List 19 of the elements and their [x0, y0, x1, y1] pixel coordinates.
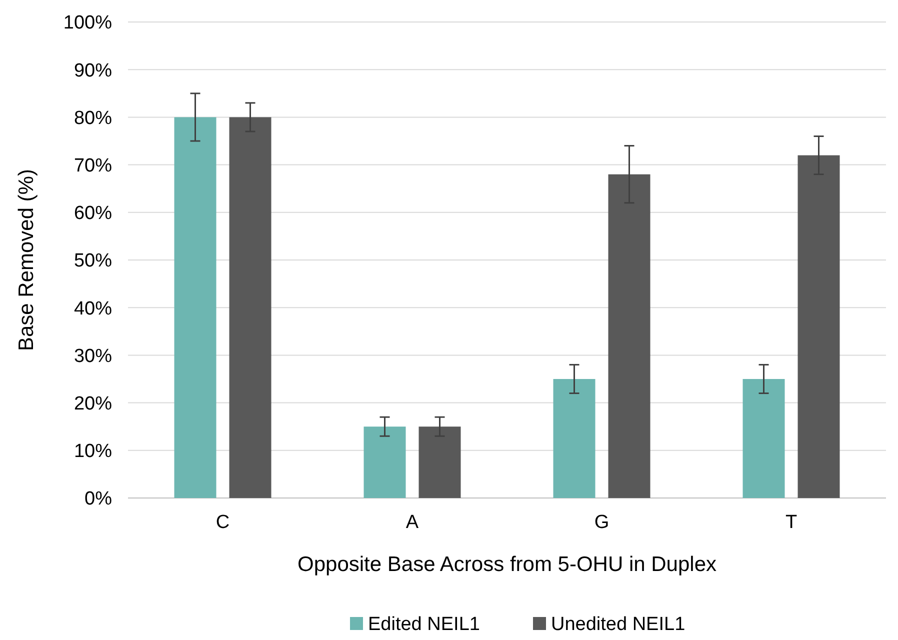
x-tick-label: T	[785, 512, 798, 533]
y-tick-label: 100%	[63, 12, 112, 34]
y-tick-label: 30%	[74, 346, 112, 367]
y-tick-label: 20%	[74, 393, 112, 414]
x-tick-label: C	[216, 512, 230, 533]
y-tick-label: 80%	[74, 108, 112, 129]
y-tick-label: 90%	[74, 60, 112, 82]
x-axis-title: Opposite Base Across from 5-OHU in Duplex	[298, 553, 717, 576]
legend-label: Unedited NEIL1	[551, 614, 686, 635]
y-tick-label: 0%	[84, 488, 112, 510]
y-tick-label: 70%	[74, 155, 112, 176]
y-tick-label: 50%	[74, 250, 112, 272]
legend-label: Edited NEIL1	[368, 614, 480, 635]
y-tick-label: 40%	[74, 298, 112, 320]
x-tick-label: A	[406, 512, 419, 533]
y-axis-title: Base Removed (%)	[15, 168, 38, 352]
x-tick-label: G	[594, 512, 610, 533]
y-tick-label: 60%	[74, 203, 112, 224]
y-tick-label: 10%	[74, 441, 112, 462]
